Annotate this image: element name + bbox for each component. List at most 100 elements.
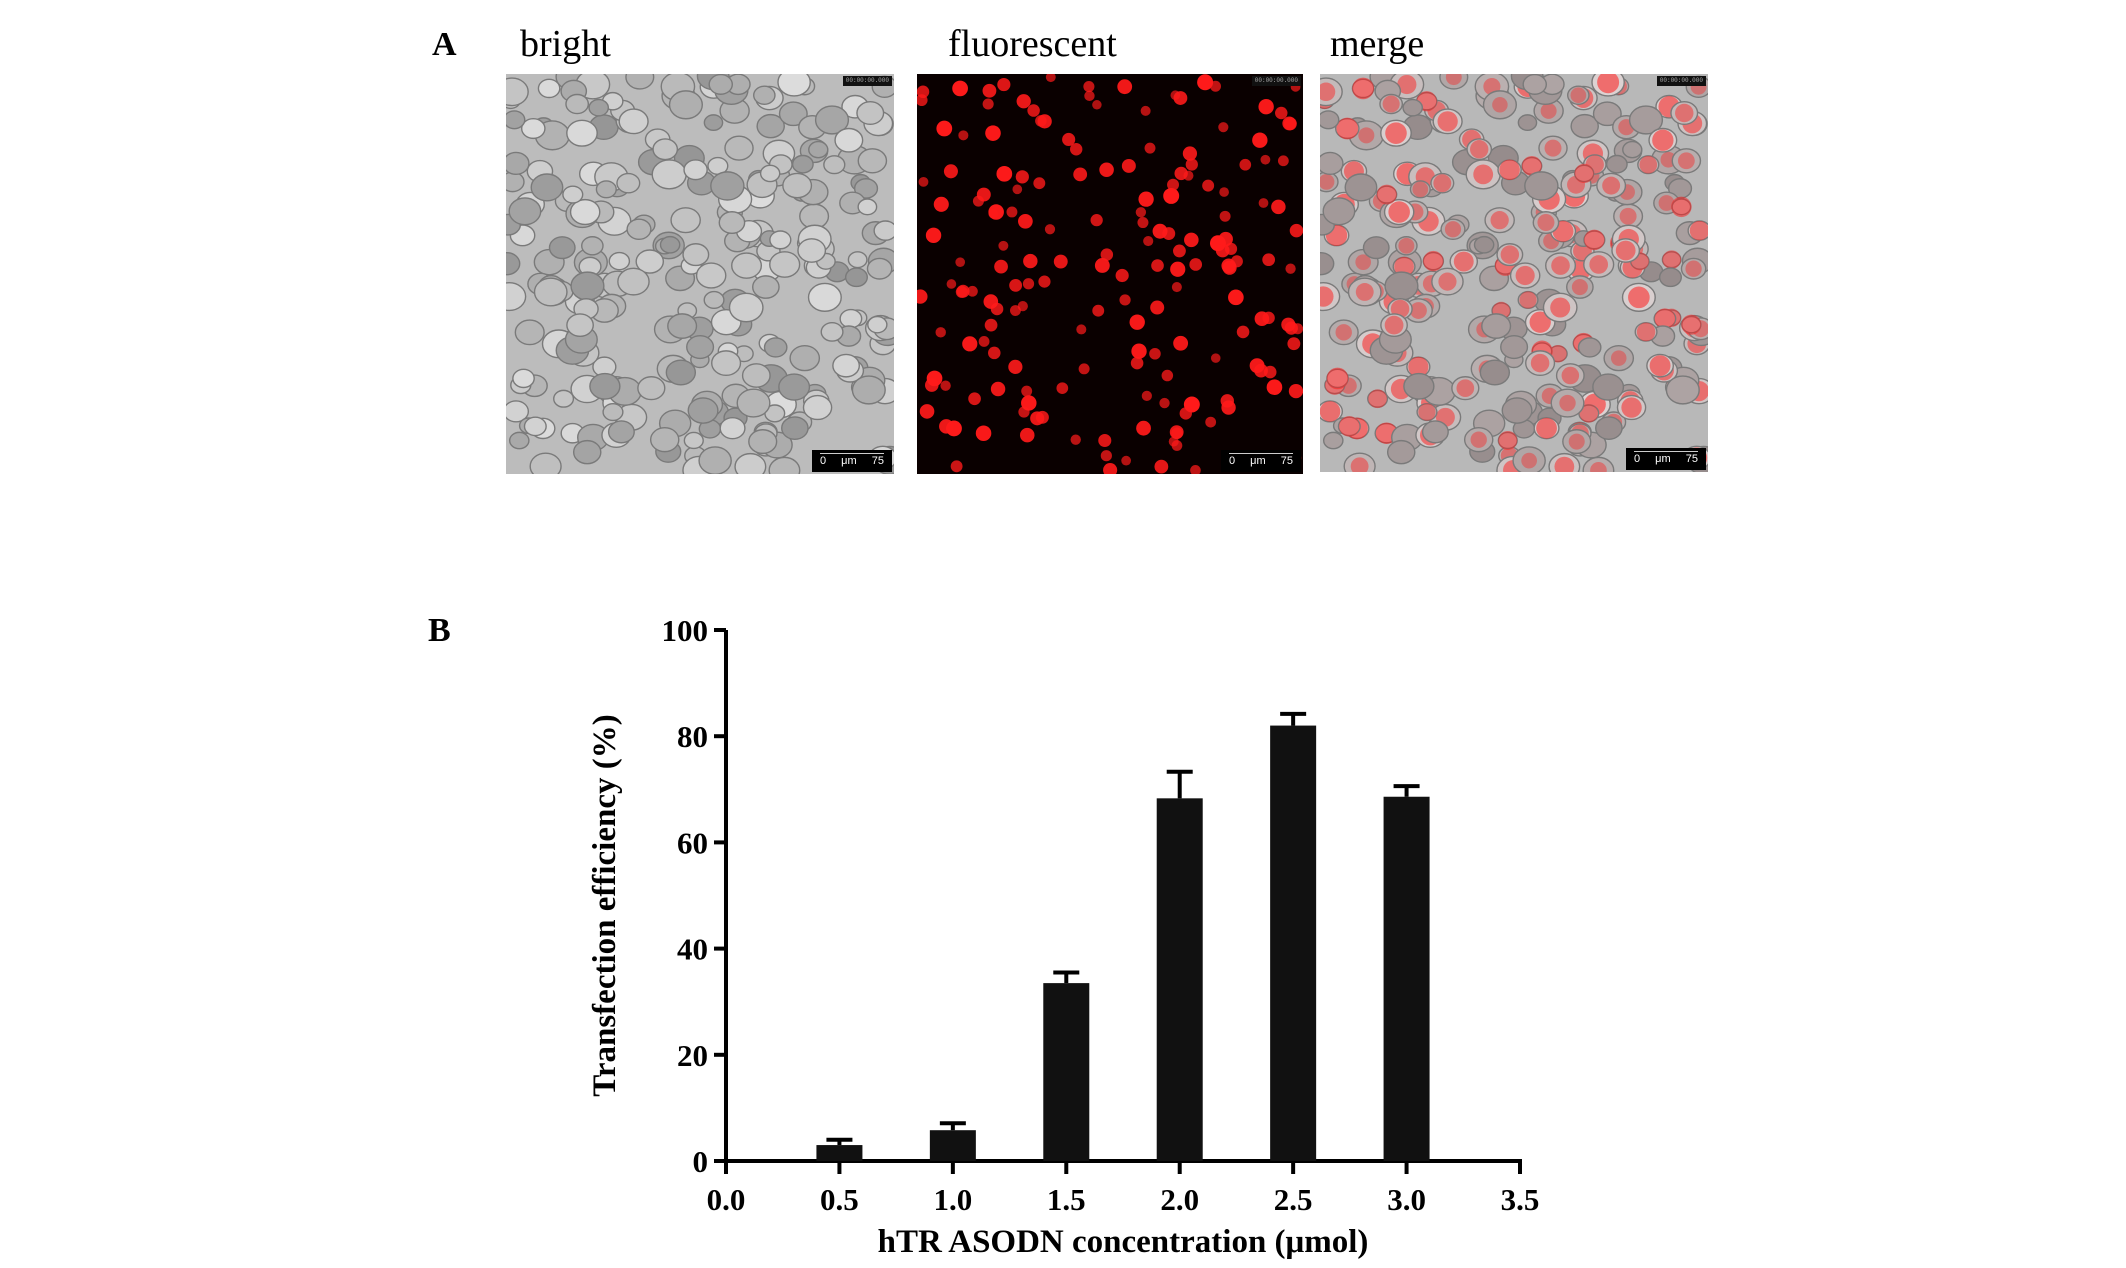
cell — [635, 249, 665, 274]
y-tick-label: 20 — [677, 1038, 708, 1073]
scale-unit: μm — [1250, 455, 1266, 467]
cell — [752, 275, 780, 299]
cell — [710, 171, 745, 201]
cell — [572, 439, 602, 465]
fluorescent-cell — [1070, 434, 1081, 445]
cell — [708, 74, 733, 95]
fluorescent-cell — [935, 327, 946, 338]
cell — [789, 345, 821, 372]
fluorescent-cell — [1121, 158, 1136, 173]
cell — [1570, 113, 1599, 139]
fluorescent-cell — [1473, 164, 1494, 185]
cell — [506, 251, 521, 276]
cell — [1320, 251, 1335, 276]
fluorescent-cell — [1654, 308, 1676, 329]
cell — [682, 243, 710, 267]
fluorescent-cell — [1249, 358, 1265, 374]
fluorescent-cell — [1076, 324, 1087, 335]
fluorescent-cell — [1384, 315, 1404, 335]
bright-title: bright — [520, 23, 611, 65]
cell — [1665, 375, 1700, 405]
cell — [1512, 446, 1546, 472]
fluorescent-cell — [1260, 154, 1271, 165]
fluorescent-cell — [1602, 176, 1621, 195]
cell — [719, 416, 746, 440]
cell — [814, 105, 850, 135]
fluorescent-cell — [1561, 366, 1580, 385]
fluorescent-cell — [1355, 254, 1372, 270]
fluorescent-cell — [1336, 117, 1359, 140]
fluorescent-cell — [1140, 105, 1151, 116]
y-axis-label: Transfection efficiency (%) — [587, 714, 623, 1096]
cell — [807, 282, 842, 312]
fluorescent-cell — [988, 346, 1001, 360]
fluorescent-cell — [1681, 314, 1702, 335]
cell — [1347, 277, 1382, 307]
cell — [1548, 452, 1581, 472]
cell — [734, 452, 767, 474]
fluorescent-cell — [1412, 181, 1429, 198]
fluorescent-cell — [1129, 314, 1145, 330]
cell — [853, 178, 879, 199]
cell — [867, 315, 888, 334]
fluorescent-cell — [1490, 211, 1509, 230]
fluorescent-cell — [1163, 187, 1180, 204]
x-tick-label: 1.5 — [1047, 1182, 1086, 1217]
cell — [1595, 416, 1623, 440]
fluorescent-cell — [1519, 291, 1537, 309]
fluorescent-cell — [1141, 390, 1152, 401]
cell — [1421, 420, 1449, 444]
fluorescent-cell — [1282, 116, 1297, 131]
fluorescent-cell — [925, 227, 942, 244]
fluorescent-cell — [1202, 179, 1215, 192]
fluorescent-cell — [933, 196, 949, 212]
cell — [1509, 262, 1541, 289]
fluorescent-cell — [1499, 159, 1520, 181]
fluorescent-cell — [1121, 455, 1131, 466]
cell — [1409, 180, 1431, 199]
fluorescent-cell — [1258, 198, 1269, 208]
fluorescent-cell — [936, 120, 953, 137]
fluorescent-cell — [1092, 100, 1102, 110]
fluorescent-cell — [1579, 404, 1598, 423]
fluorescent-cell — [1151, 259, 1164, 272]
fluorescent-cell — [958, 130, 969, 141]
fluorescent-cell — [1470, 140, 1489, 159]
fluorescent-cell — [968, 392, 981, 406]
fluorescent-cell — [1045, 74, 1056, 83]
fluorescent-cell — [1456, 379, 1475, 398]
fluorescent-cell — [1536, 417, 1557, 439]
fluorescent-cell — [1544, 139, 1562, 157]
cell — [718, 211, 746, 235]
cell — [529, 452, 562, 474]
cell — [562, 185, 584, 204]
cell — [1322, 431, 1344, 450]
fluorescent-cell — [1210, 353, 1221, 363]
cell — [782, 172, 813, 199]
cell — [548, 236, 576, 260]
scale-start: 0 — [820, 455, 827, 467]
fluorescent-cell — [1182, 146, 1198, 161]
fluorescent-cell — [1540, 102, 1557, 119]
fluorescent-cell — [1219, 210, 1231, 222]
fluorescent-cell — [1115, 268, 1129, 283]
y-tick-label: 40 — [677, 932, 708, 967]
fluorescent-cell — [1355, 283, 1374, 301]
cell — [1525, 350, 1556, 377]
fluorescent-cell — [1589, 255, 1609, 274]
fluorescent-timestamp: 00:00:00.000 — [1251, 76, 1301, 86]
fluorescent-cell — [1100, 248, 1114, 261]
fluorescent-cell — [1521, 452, 1537, 469]
cell — [506, 77, 529, 107]
cell — [1573, 164, 1595, 183]
cell — [753, 85, 776, 105]
fluorescent-cell — [1652, 129, 1674, 151]
cell — [1484, 207, 1515, 234]
merge-title: merge — [1330, 23, 1425, 65]
fluorescent-cell — [1350, 457, 1369, 472]
fluorescent-cell — [1433, 174, 1452, 193]
fluorescent-cell — [1689, 220, 1708, 241]
fluorescent-cell — [1584, 229, 1605, 251]
fluorescent-cell — [1150, 300, 1165, 315]
